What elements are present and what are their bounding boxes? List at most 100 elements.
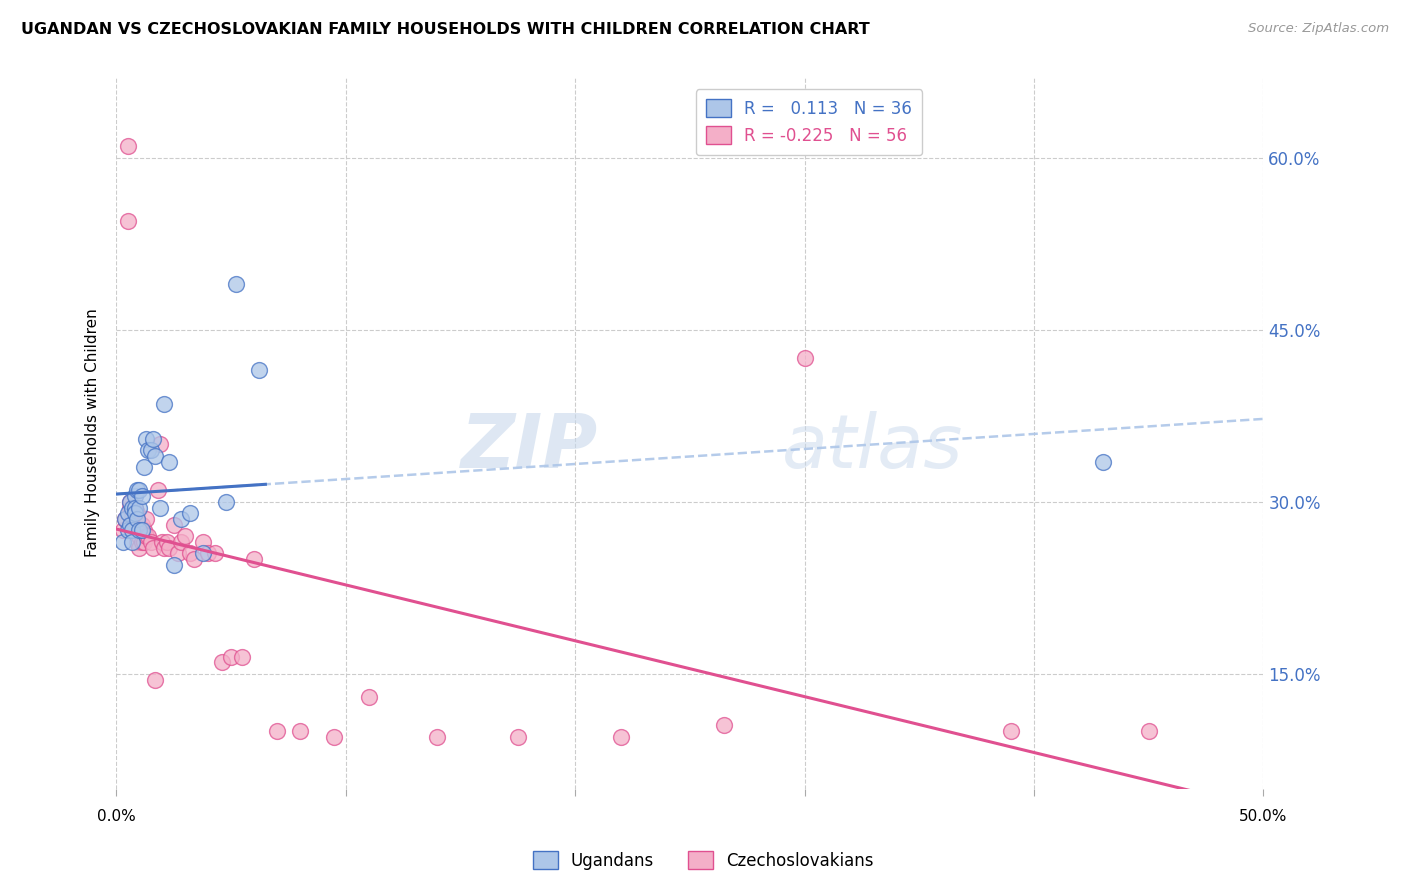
Point: [225, 277, 247, 291]
Point: [131, 517, 153, 532]
Point: [118, 495, 141, 509]
Y-axis label: Family Households with Children: Family Households with Children: [86, 309, 100, 558]
Point: [266, 724, 288, 739]
Point: [121, 524, 143, 538]
Point: [128, 524, 150, 538]
Point: [124, 517, 146, 532]
Point: [156, 535, 179, 549]
Point: [193, 546, 215, 560]
Point: [150, 535, 173, 549]
Point: [243, 552, 266, 566]
Point: [793, 351, 815, 366]
Point: [215, 495, 238, 509]
Point: [131, 524, 153, 538]
Point: [323, 730, 346, 744]
Point: [117, 214, 139, 228]
Point: [135, 512, 157, 526]
Point: [142, 541, 165, 555]
Point: [169, 512, 191, 526]
Point: [153, 541, 176, 555]
Point: [247, 363, 270, 377]
Point: [118, 495, 141, 509]
Point: [167, 546, 190, 560]
Point: [713, 718, 735, 732]
Point: [1000, 724, 1022, 739]
Point: [118, 517, 141, 532]
Point: [135, 529, 157, 543]
Point: [162, 517, 184, 532]
Point: [197, 546, 219, 560]
Text: Source: ZipAtlas.com: Source: ZipAtlas.com: [1249, 22, 1389, 36]
Text: UGANDAN VS CZECHOSLOVAKIAN FAMILY HOUSEHOLDS WITH CHILDREN CORRELATION CHART: UGANDAN VS CZECHOSLOVAKIAN FAMILY HOUSEH…: [21, 22, 870, 37]
Legend: R =   0.113   N = 36, R = -0.225   N = 56: R = 0.113 N = 36, R = -0.225 N = 56: [696, 89, 922, 155]
Point: [143, 449, 166, 463]
Point: [114, 512, 136, 526]
Point: [1091, 455, 1114, 469]
Point: [179, 506, 201, 520]
Point: [149, 500, 172, 515]
Point: [357, 690, 380, 704]
Point: [146, 483, 169, 498]
Point: [132, 524, 155, 538]
Point: [143, 673, 166, 687]
Point: [426, 730, 449, 744]
Point: [114, 512, 136, 526]
Point: [118, 500, 141, 515]
Point: [125, 535, 148, 549]
Point: [138, 529, 160, 543]
Point: [132, 535, 155, 549]
Point: [219, 649, 242, 664]
Point: [117, 139, 139, 153]
Point: [125, 506, 148, 520]
Text: 50.0%: 50.0%: [1239, 809, 1288, 824]
Point: [124, 500, 146, 515]
Point: [117, 506, 139, 520]
Point: [157, 455, 180, 469]
Point: [139, 443, 162, 458]
Legend: Ugandans, Czechoslovakians: Ugandans, Czechoslovakians: [526, 845, 880, 877]
Point: [117, 524, 139, 538]
Point: [142, 432, 165, 446]
Point: [138, 443, 160, 458]
Point: [121, 535, 143, 549]
Point: [112, 535, 135, 549]
Point: [610, 730, 633, 744]
Point: [157, 541, 180, 555]
Point: [125, 483, 148, 498]
Point: [128, 529, 150, 543]
Point: [125, 512, 148, 526]
Point: [135, 432, 157, 446]
Point: [124, 489, 146, 503]
Point: [131, 489, 153, 503]
Point: [174, 529, 197, 543]
Point: [183, 552, 205, 566]
Point: [121, 506, 143, 520]
Point: [124, 500, 146, 515]
Point: [1137, 724, 1160, 739]
Point: [128, 541, 150, 555]
Point: [112, 524, 135, 538]
Point: [128, 500, 150, 515]
Point: [131, 535, 153, 549]
Point: [121, 512, 143, 526]
Point: [231, 649, 253, 664]
Point: [149, 437, 172, 451]
Point: [211, 656, 233, 670]
Point: [128, 483, 150, 498]
Point: [121, 517, 143, 532]
Point: [169, 535, 191, 549]
Point: [179, 546, 201, 560]
Point: [121, 500, 143, 515]
Point: [124, 506, 146, 520]
Text: atlas: atlas: [782, 411, 963, 483]
Text: ZIP: ZIP: [461, 410, 598, 483]
Point: [204, 546, 226, 560]
Point: [128, 517, 150, 532]
Point: [162, 558, 184, 572]
Point: [153, 397, 176, 411]
Point: [139, 535, 162, 549]
Text: 0.0%: 0.0%: [97, 809, 135, 824]
Point: [132, 460, 155, 475]
Point: [193, 535, 215, 549]
Point: [288, 724, 311, 739]
